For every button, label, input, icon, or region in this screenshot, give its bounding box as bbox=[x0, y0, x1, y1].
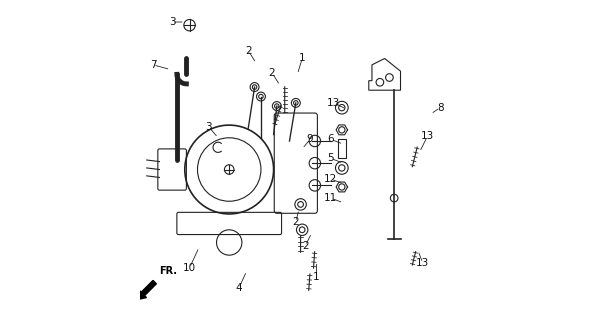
Bar bbox=[338, 140, 346, 158]
Text: 5: 5 bbox=[328, 153, 334, 164]
Text: 9: 9 bbox=[307, 134, 313, 144]
Text: 4: 4 bbox=[236, 284, 242, 293]
Text: 2: 2 bbox=[292, 217, 299, 227]
Text: 2: 2 bbox=[302, 241, 309, 251]
Text: 3: 3 bbox=[205, 122, 212, 132]
Text: 11: 11 bbox=[324, 193, 337, 203]
Text: 2: 2 bbox=[245, 45, 252, 56]
Text: 6: 6 bbox=[328, 134, 334, 144]
Text: 3: 3 bbox=[169, 17, 175, 27]
FancyArrow shape bbox=[137, 280, 156, 300]
Text: 1: 1 bbox=[313, 272, 320, 282]
Text: 13: 13 bbox=[421, 131, 434, 141]
Text: 2: 2 bbox=[269, 68, 275, 78]
Text: 1: 1 bbox=[299, 53, 306, 63]
Text: 12: 12 bbox=[324, 174, 337, 184]
Text: 13: 13 bbox=[327, 98, 340, 108]
Text: 10: 10 bbox=[183, 263, 196, 273]
Text: 13: 13 bbox=[416, 258, 429, 268]
Text: 8: 8 bbox=[437, 103, 444, 113]
Text: 7: 7 bbox=[150, 60, 157, 70]
Text: FR.: FR. bbox=[160, 266, 178, 276]
